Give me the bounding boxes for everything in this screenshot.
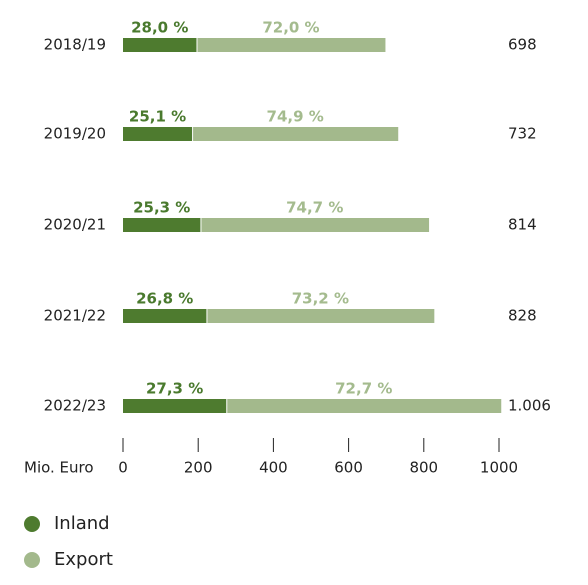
bar-segment: [207, 309, 435, 323]
bar-segment: [123, 127, 193, 141]
category-label: 2020/21: [44, 216, 106, 234]
total-label: 814: [508, 216, 537, 234]
legend-label: Export: [54, 549, 113, 570]
total-label: 698: [508, 36, 537, 54]
value-label: 74,7 %: [286, 199, 343, 217]
total-label: 1.006: [508, 397, 551, 415]
legend-label: Inland: [54, 513, 110, 534]
value-label: 25,1 %: [129, 108, 186, 126]
value-label: 28,0 %: [131, 19, 188, 37]
x-tick-label: 1000: [480, 459, 518, 477]
value-label: 72,0 %: [262, 19, 319, 37]
bar-segment: [197, 38, 386, 52]
value-label: 74,9 %: [267, 108, 324, 126]
legend-marker: [24, 516, 40, 532]
value-label: 25,3 %: [133, 199, 190, 217]
category-label: 2021/22: [44, 307, 106, 325]
category-label: 2022/23: [44, 397, 106, 415]
total-label: 828: [508, 307, 537, 325]
value-label: 73,2 %: [292, 290, 349, 308]
category-label: 2018/19: [44, 36, 106, 54]
category-label: 2019/20: [44, 125, 106, 143]
bar-segment: [123, 38, 197, 52]
bar-segment: [123, 218, 201, 232]
value-label: 72,7 %: [335, 380, 392, 398]
x-tick-label: 600: [334, 459, 363, 477]
total-label: 732: [508, 125, 537, 143]
bar-segment: [201, 218, 430, 232]
value-label: 27,3 %: [146, 380, 203, 398]
x-tick-label: 0: [118, 459, 128, 477]
legend-marker: [24, 552, 40, 568]
x-tick-label: 200: [184, 459, 213, 477]
x-tick-label: 800: [409, 459, 438, 477]
bar-segment: [227, 399, 502, 413]
bar-segment: [123, 399, 227, 413]
bar-segment: [193, 127, 399, 141]
bar-segment: [123, 309, 207, 323]
value-label: 26,8 %: [136, 290, 193, 308]
x-tick-label: 400: [259, 459, 288, 477]
x-axis-label: Mio. Euro: [24, 459, 94, 477]
